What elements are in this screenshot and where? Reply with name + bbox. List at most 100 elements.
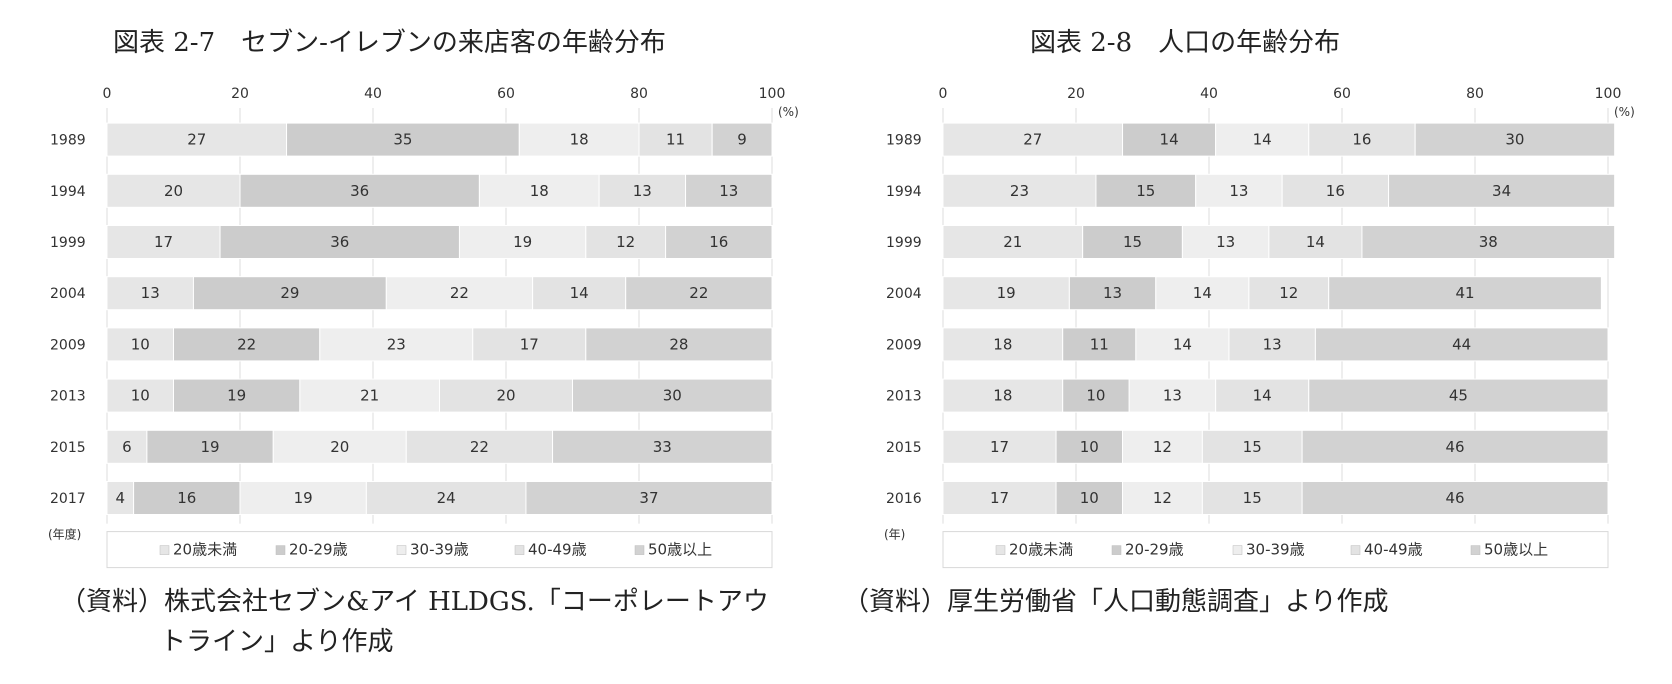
- data-label: 6: [122, 438, 132, 456]
- bar-segment: [1215, 378, 1310, 413]
- bar-segment: [1301, 429, 1609, 464]
- data-label: 14: [1193, 284, 1212, 302]
- legend-swatch: [634, 545, 645, 555]
- data-label: 14: [1306, 233, 1325, 251]
- data-label: 14: [570, 284, 589, 302]
- bar-segment: [1062, 327, 1137, 362]
- legend-label: 20歳未満: [173, 541, 237, 559]
- bar-segment: [1215, 122, 1310, 157]
- data-label: 38: [1479, 233, 1498, 251]
- bar-segment: [942, 378, 1064, 413]
- bar-segment: [272, 429, 407, 464]
- source-note-left-line1: （資料）株式会社セブン&アイ HLDGS.「コーポレートアウ: [60, 587, 769, 617]
- data-label: 10: [1086, 387, 1105, 405]
- bar-segment: [106, 122, 288, 157]
- data-label: 19: [201, 438, 220, 456]
- data-label: 29: [280, 284, 299, 302]
- data-label: 16: [709, 233, 728, 251]
- bar-segment: [478, 173, 600, 208]
- data-label: 16: [177, 489, 196, 507]
- bar-segment: [1155, 276, 1250, 311]
- bar-segment: [598, 173, 687, 208]
- data-label: 15: [1243, 438, 1262, 456]
- bar-segment: [1055, 481, 1124, 515]
- data-label: 18: [993, 387, 1012, 405]
- bar-segment: [1414, 122, 1616, 157]
- data-label: 20: [330, 438, 349, 456]
- y-category-label: 2017: [50, 491, 86, 507]
- bar-segment: [472, 327, 587, 362]
- data-label: 36: [350, 182, 369, 200]
- bar-segment: [299, 378, 440, 413]
- data-label: 13: [719, 182, 738, 200]
- stacked-bar-chart-population-age: 0 20 40 60 80 100 (%) 1989 27 14 14 16 30 1994 23 15 13 1…: [884, 86, 1635, 569]
- data-label: 45: [1449, 387, 1468, 405]
- bar-segment: [173, 378, 301, 413]
- bar-segment: [439, 378, 573, 413]
- x-tick-label: 60: [497, 86, 515, 102]
- data-label: 13: [1103, 284, 1122, 302]
- data-label: 13: [1163, 387, 1182, 405]
- bar-segment: [1308, 378, 1609, 413]
- data-label: 9: [737, 131, 747, 149]
- data-label: 12: [1153, 489, 1172, 507]
- data-label: 13: [1263, 335, 1282, 353]
- data-label: 13: [1216, 233, 1235, 251]
- legend-swatch: [275, 545, 286, 555]
- legend-label: 40-49歳: [1364, 541, 1423, 559]
- y-category-label: 1999: [886, 235, 922, 251]
- legend-swatch: [995, 545, 1006, 555]
- legend-swatch: [159, 545, 170, 555]
- y-category-label: 2015: [886, 440, 922, 456]
- y-category-label: 2009: [50, 337, 86, 353]
- bar-segment: [219, 225, 460, 259]
- bar-segment: [552, 429, 773, 464]
- data-label: 11: [666, 131, 685, 149]
- bar-segment: [1082, 225, 1183, 259]
- x-tick-label: 0: [103, 86, 112, 102]
- data-label: 22: [450, 284, 469, 302]
- data-label: 41: [1455, 284, 1474, 302]
- bar-segment: [106, 481, 135, 515]
- bar-segment: [585, 225, 667, 259]
- data-label: 20: [164, 182, 183, 200]
- legend-label: 20歳未満: [1009, 541, 1073, 559]
- data-label: 44: [1452, 335, 1471, 353]
- y-category-label: 1994: [50, 184, 86, 200]
- bar-segment: [106, 173, 241, 208]
- data-label: 12: [1153, 438, 1172, 456]
- data-label: 17: [990, 489, 1009, 507]
- data-label: 24: [437, 489, 456, 507]
- bar-segment: [638, 122, 713, 157]
- y-category-label: 2004: [886, 286, 922, 302]
- bar-segment: [572, 378, 773, 413]
- bar-segment: [1128, 378, 1217, 413]
- bar-segment: [525, 481, 773, 515]
- bar-segment: [133, 481, 241, 515]
- legend-label: 40-49歳: [528, 541, 587, 559]
- data-label: 27: [187, 131, 206, 149]
- bar-segment: [1068, 276, 1157, 311]
- legend-swatch: [1470, 545, 1481, 555]
- x-tick-label: 100: [759, 86, 786, 102]
- bar-segment: [665, 225, 773, 259]
- data-label: 23: [387, 335, 406, 353]
- bar-segment: [1388, 173, 1616, 208]
- bar-segment: [711, 122, 773, 157]
- y-unit-label: (年): [884, 528, 905, 542]
- data-label: 10: [131, 387, 150, 405]
- bar-segment: [942, 429, 1057, 464]
- bar-segment: [1135, 327, 1230, 362]
- y-category-label: 2016: [886, 491, 922, 507]
- data-label: 22: [470, 438, 489, 456]
- y-category-label: 1999: [50, 235, 86, 251]
- legend-swatch: [1111, 545, 1122, 555]
- data-label: 30: [663, 387, 682, 405]
- data-label: 17: [154, 233, 173, 251]
- chart-title-left: 図表 2-7 セブン-イレブンの来店客の年齢分布: [113, 28, 666, 58]
- y-category-label: 1989: [886, 133, 922, 149]
- legend-swatch: [1232, 545, 1243, 555]
- x-tick-label: 80: [630, 86, 648, 102]
- data-label: 15: [1243, 489, 1262, 507]
- bar-segment: [192, 276, 387, 311]
